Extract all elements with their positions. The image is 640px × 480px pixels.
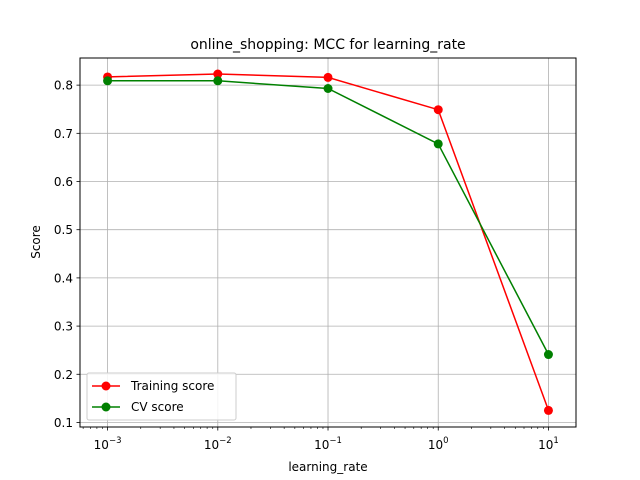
x-tick-label: 100 xyxy=(428,436,449,452)
legend-label-training: Training score xyxy=(130,379,214,393)
x-tick-base: 10 xyxy=(428,438,443,452)
legend-marker-cv xyxy=(101,402,111,412)
y-tick-label: 0.6 xyxy=(54,175,73,189)
legend-marker-training xyxy=(101,381,111,391)
x-tick-base: 10 xyxy=(314,438,329,452)
legend-box xyxy=(86,372,237,421)
y-tick-label: 0.3 xyxy=(54,320,73,334)
series-layer xyxy=(103,69,553,415)
y-axis-label: Score xyxy=(29,225,43,259)
data-point-series-1 xyxy=(323,84,333,94)
y-tick-label: 0.4 xyxy=(54,271,73,285)
x-tick-label: 10−3 xyxy=(94,436,122,452)
x-tick-exponent: −1 xyxy=(329,436,342,446)
x-tick-label: 10−2 xyxy=(204,436,232,452)
data-point-series-0 xyxy=(213,69,223,79)
x-tick-base: 10 xyxy=(204,438,219,452)
x-tick-label: 10−1 xyxy=(314,436,342,452)
legend: Training score CV score xyxy=(86,372,237,421)
data-point-series-0 xyxy=(323,72,333,82)
y-tick-label: 0.8 xyxy=(54,79,73,93)
grid xyxy=(80,58,576,427)
x-axis-label: learning_rate xyxy=(288,460,367,474)
data-point-series-0 xyxy=(543,405,553,415)
data-point-series-1 xyxy=(103,76,113,86)
data-point-series-1 xyxy=(543,350,553,360)
x-tick-label: 101 xyxy=(538,436,559,452)
chart-title: online_shopping: MCC for learning_rate xyxy=(190,37,465,53)
data-point-series-1 xyxy=(433,139,443,149)
x-tick-exponent: 1 xyxy=(553,436,558,446)
data-point-series-1 xyxy=(213,76,223,86)
y-tick-label: 0.7 xyxy=(54,127,73,141)
x-tick-exponent: 0 xyxy=(443,436,448,446)
x-tick-base: 10 xyxy=(538,438,553,452)
x-tick-exponent: −3 xyxy=(109,436,122,446)
y-tick-label: 0.1 xyxy=(54,416,73,430)
y-tick-label: 0.2 xyxy=(54,368,73,382)
x-tick-exponent: −2 xyxy=(219,436,232,446)
y-tick-label: 0.5 xyxy=(54,223,73,237)
x-tick-base: 10 xyxy=(94,438,109,452)
ticks: 0.10.20.30.40.50.60.70.810−3 10−2 10−1 100 1… xyxy=(54,79,559,452)
legend-label-cv: CV score xyxy=(131,400,184,414)
data-point-series-0 xyxy=(433,105,443,115)
